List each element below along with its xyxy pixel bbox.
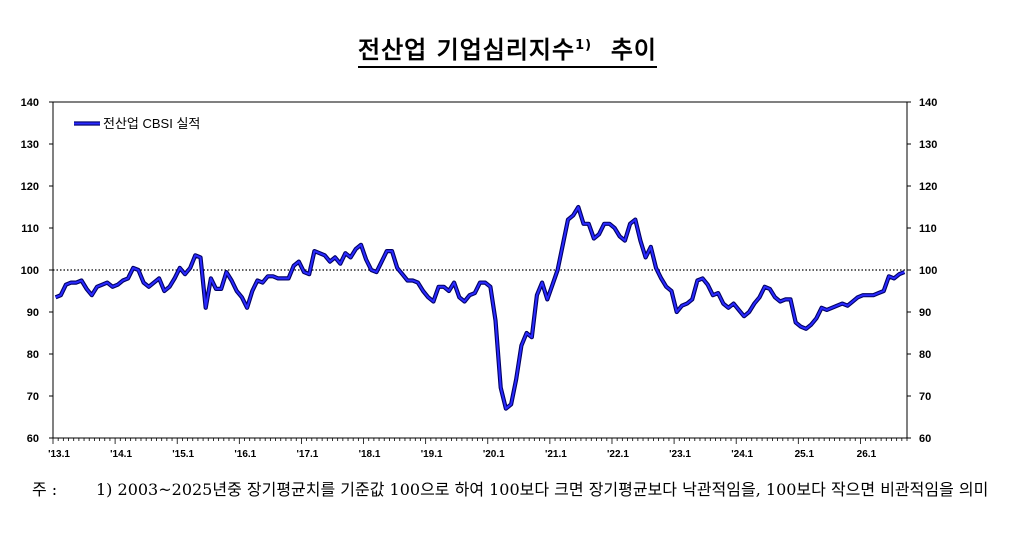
x-tick-label: 26.1 — [857, 449, 877, 460]
x-tick-label: '18.1 — [359, 449, 381, 460]
y-tick-label-right: 70 — [919, 391, 931, 403]
legend: 전산업 CBSI 실적 — [74, 116, 200, 131]
x-tick-label: '22.1 — [607, 449, 629, 460]
y-tick-label-left: 110 — [21, 223, 39, 235]
footnote-label: 주 : — [32, 480, 58, 499]
x-tick-label: '20.1 — [483, 449, 505, 460]
y-tick-label-right: 110 — [919, 223, 937, 235]
y-tick-label-right: 130 — [919, 139, 937, 151]
title-footnote-mark: 1) — [575, 38, 593, 53]
series-line-outline — [54, 204, 906, 411]
y-tick-label-left: 90 — [27, 307, 39, 319]
x-tick-label: '21.1 — [545, 449, 567, 460]
y-tick-label-left: 80 — [27, 349, 39, 361]
x-tick-label: '17.1 — [297, 449, 319, 460]
axis-layer: 60 60 70 70 80 80 90 90 100 100 110 110 120 120 130 130… — [21, 97, 938, 460]
chart-title: 전산업 기업심리지수1) 추이 — [0, 30, 1015, 68]
footnote-text: 1) 2003~2025년중 장기평균치를 기준값 100으로 하여 100보다… — [96, 480, 989, 499]
x-tick-label: 25.1 — [795, 449, 815, 460]
title-text: 전산업 기업심리지수 — [358, 36, 576, 64]
y-tick-label-left: 140 — [21, 97, 39, 109]
y-tick-label-right: 120 — [919, 181, 937, 193]
x-tick-label: '15.1 — [172, 449, 194, 460]
y-tick-label-left: 100 — [21, 265, 39, 277]
x-tick-label: '14.1 — [110, 449, 132, 460]
series-line-cbsi — [55, 206, 905, 410]
y-tick-label-right: 140 — [919, 97, 937, 109]
y-tick-label-left: 120 — [21, 181, 39, 193]
x-tick-label: '19.1 — [421, 449, 443, 460]
series-layer — [54, 204, 906, 411]
x-tick-label: '13.1 — [48, 449, 70, 460]
x-tick-label: '23.1 — [669, 449, 691, 460]
title-suffix: 추이 — [610, 36, 657, 64]
y-tick-label-left: 70 — [27, 391, 39, 403]
y-tick-label-left: 130 — [21, 139, 39, 151]
legend-label: 전산업 CBSI 실적 — [103, 116, 200, 131]
x-tick-label: '16.1 — [234, 449, 256, 460]
x-tick-label: '24.1 — [731, 449, 753, 460]
y-tick-label-right: 90 — [919, 307, 931, 319]
y-tick-label-left: 60 — [27, 433, 39, 445]
y-tick-label-right: 80 — [919, 349, 931, 361]
y-tick-label-right: 100 — [919, 265, 937, 277]
y-tick-label-right: 60 — [919, 433, 931, 445]
